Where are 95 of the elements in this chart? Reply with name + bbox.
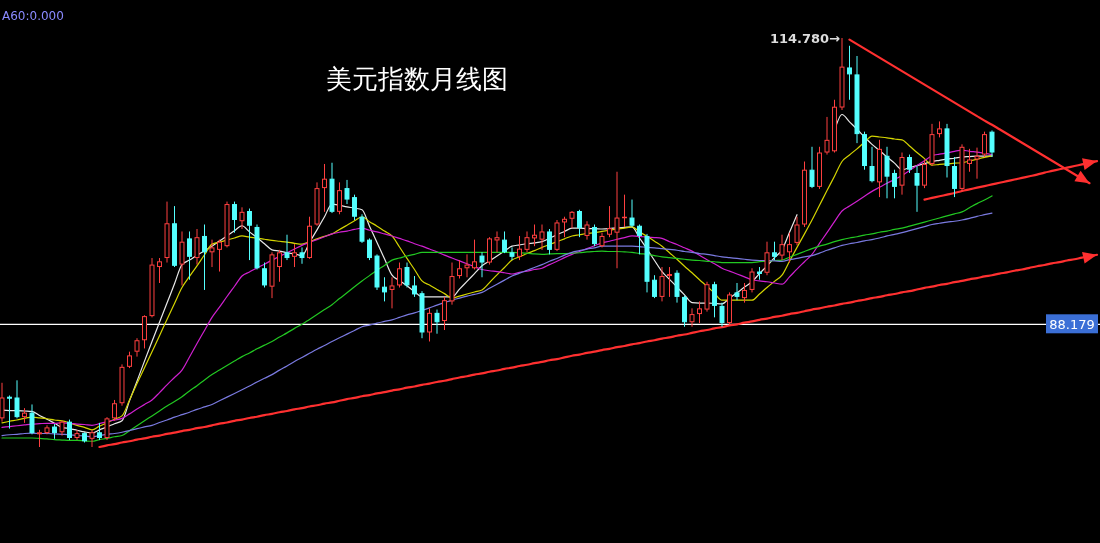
candlestick (494, 230, 500, 253)
candlestick (614, 171, 620, 269)
candlestick (344, 179, 350, 205)
candlestick (952, 156, 957, 198)
candlestick (232, 201, 237, 234)
candlestick (517, 235, 522, 261)
candlestick (337, 181, 342, 215)
candlestick (772, 241, 777, 261)
candlestick (389, 276, 395, 309)
candlestick (89, 429, 95, 448)
candlestick (562, 216, 567, 238)
candlestick (764, 241, 770, 276)
candlestick (247, 208, 252, 261)
candlestick (202, 224, 207, 291)
candlestick (502, 230, 507, 254)
candlestick (397, 262, 402, 288)
candlestick (719, 302, 725, 328)
candlestick (779, 234, 785, 261)
candlestick (974, 147, 980, 180)
candlestick (742, 282, 747, 304)
candlestick (299, 246, 305, 265)
candlestick (352, 194, 357, 221)
candlestick (749, 267, 755, 293)
candlestick (322, 163, 327, 213)
candlestick (472, 239, 477, 270)
candlestick (14, 379, 20, 419)
candlestick (179, 230, 185, 286)
candlestick (607, 205, 612, 238)
candlestick (809, 146, 815, 189)
candlestick (652, 274, 657, 299)
candlestick (637, 224, 642, 255)
candlestick (292, 243, 297, 268)
candlestick (689, 307, 695, 328)
candlestick (112, 399, 117, 422)
text: 美元指数月线图 (326, 64, 508, 94)
candlestick (509, 246, 515, 261)
candlestick (577, 209, 582, 238)
candlestick (532, 224, 537, 247)
text: A60:0.000 (2, 9, 64, 23)
candlestick (592, 224, 597, 247)
candlestick (794, 216, 800, 246)
candlestick (712, 281, 717, 318)
candlestick (104, 416, 110, 441)
candlestick (284, 234, 290, 261)
candlestick (479, 251, 485, 278)
candlestick (524, 230, 530, 253)
candlestick (404, 262, 410, 288)
candlestick (367, 237, 372, 261)
candlestick (914, 165, 920, 213)
candlestick (659, 266, 665, 302)
candlestick (434, 309, 440, 335)
annotation: 114.780→ (769, 30, 841, 46)
candlestick (427, 307, 432, 342)
candlestick (892, 169, 897, 199)
candlestick (29, 403, 35, 435)
candlestick (967, 148, 972, 173)
candlestick (547, 228, 552, 255)
candlestick (0, 382, 5, 423)
candlestick (539, 224, 545, 251)
candlestick (217, 239, 222, 273)
candlestick (629, 199, 635, 228)
candlestick (67, 419, 72, 441)
candlestick (734, 282, 740, 301)
candlestick (277, 249, 282, 283)
candlestick (239, 206, 245, 230)
candlestick (569, 210, 575, 229)
candlestick (667, 266, 672, 298)
candlestick (382, 276, 387, 302)
candlestick (7, 394, 12, 430)
candlestick (989, 129, 995, 158)
candlestick (142, 314, 147, 349)
candlestick (187, 230, 192, 281)
candlestick (134, 337, 140, 358)
candlestick (157, 257, 162, 284)
candlestick (869, 146, 875, 183)
candlestick (674, 269, 680, 304)
candlestick (922, 158, 927, 189)
candlestick (359, 213, 365, 244)
candlestick (584, 220, 590, 241)
candlestick (824, 116, 830, 156)
candlestick (847, 45, 852, 101)
candlestick (194, 228, 200, 266)
candlestick (982, 131, 987, 158)
candlestick (487, 236, 492, 266)
candlestick (412, 275, 417, 298)
candlestick (787, 232, 792, 264)
candlestick (697, 300, 702, 324)
candlestick (209, 239, 215, 268)
candlestick (464, 253, 470, 278)
candlestick (884, 146, 890, 199)
candlestick (442, 296, 447, 331)
candlestick (74, 429, 80, 441)
candlestick (457, 259, 462, 279)
candlestick (907, 154, 912, 174)
candlestick (262, 262, 267, 288)
